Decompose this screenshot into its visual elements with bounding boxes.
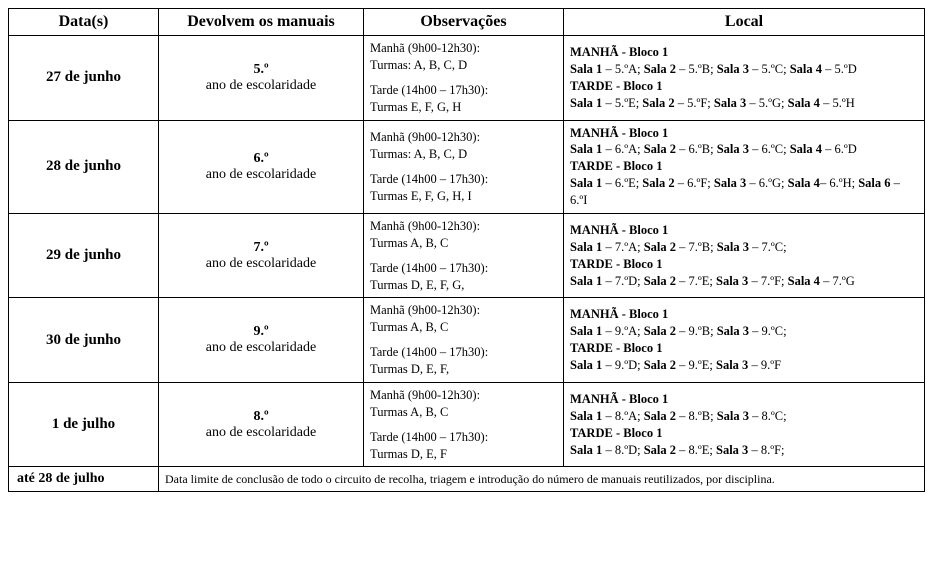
- grade-subtitle: ano de escolaridade: [165, 78, 357, 94]
- footer-text: Data limite de conclusão de todo o circu…: [159, 467, 925, 492]
- obs-afternoon: Tarde (14h00 – 17h30):Turmas D, E, F,: [370, 344, 557, 378]
- grade-cell: 9.ºano de escolaridade: [159, 298, 364, 383]
- observations-cell: Manhã (9h00-12h30):Turmas A, B, C Tarde (…: [364, 298, 564, 383]
- grade-cell: 5.ºano de escolaridade: [159, 36, 364, 121]
- grade-subtitle: ano de escolaridade: [165, 340, 357, 356]
- grade-subtitle: ano de escolaridade: [165, 167, 357, 183]
- schedule-table: Data(s) Devolvem os manuais Observações …: [8, 8, 925, 492]
- header-return: Devolvem os manuais: [159, 9, 364, 36]
- table-row: 1 de julho8.ºano de escolaridadeManhã (9…: [9, 382, 925, 467]
- grade-number: 9.º: [165, 324, 357, 340]
- observations-cell: Manhã (9h00-12h30):Turmas: A, B, C, D Tar…: [364, 36, 564, 121]
- obs-morning: Manhã (9h00-12h30):Turmas A, B, C: [370, 387, 557, 421]
- obs-afternoon: Tarde (14h00 – 17h30):Turmas E, F, G, H: [370, 82, 557, 116]
- observations-cell: Manhã (9h00-12h30):Turmas A, B, C Tarde (…: [364, 382, 564, 467]
- date-cell: 28 de junho: [9, 120, 159, 213]
- header-row: Data(s) Devolvem os manuais Observações …: [9, 9, 925, 36]
- date-cell: 1 de julho: [9, 382, 159, 467]
- grade-number: 5.º: [165, 62, 357, 78]
- grade-cell: 6.ºano de escolaridade: [159, 120, 364, 213]
- obs-morning: Manhã (9h00-12h30):Turmas A, B, C: [370, 302, 557, 336]
- date-cell: 30 de junho: [9, 298, 159, 383]
- obs-afternoon: Tarde (14h00 – 17h30):Turmas D, E, F: [370, 429, 557, 463]
- header-date: Data(s): [9, 9, 159, 36]
- obs-morning: Manhã (9h00-12h30):Turmas: A, B, C, D: [370, 40, 557, 74]
- footer-row: até 28 de julho Data limite de conclusão…: [9, 467, 925, 492]
- local-cell: MANHÃ - Bloco 1Sala 1 – 6.ºA; Sala 2 – 6…: [564, 120, 925, 213]
- date-cell: 27 de junho: [9, 36, 159, 121]
- local-cell: MANHÃ - Bloco 1Sala 1 – 5.ºA; Sala 2 – 5…: [564, 36, 925, 121]
- local-cell: MANHÃ - Bloco 1Sala 1 – 7.ºA; Sala 2 – 7…: [564, 213, 925, 298]
- grade-number: 6.º: [165, 151, 357, 167]
- obs-afternoon: Tarde (14h00 – 17h30):Turmas E, F, G, H,…: [370, 171, 557, 205]
- grade-cell: 8.ºano de escolaridade: [159, 382, 364, 467]
- local-cell: MANHÃ - Bloco 1Sala 1 – 9.ºA; Sala 2 – 9…: [564, 298, 925, 383]
- grade-number: 7.º: [165, 240, 357, 256]
- observations-cell: Manhã (9h00-12h30):Turmas: A, B, C, D Tar…: [364, 120, 564, 213]
- table-row: 27 de junho5.ºano de escolaridadeManhã (…: [9, 36, 925, 121]
- observations-cell: Manhã (9h00-12h30):Turmas A, B, C Tarde (…: [364, 213, 564, 298]
- grade-cell: 7.ºano de escolaridade: [159, 213, 364, 298]
- obs-morning: Manhã (9h00-12h30):Turmas A, B, C: [370, 218, 557, 252]
- header-local: Local: [564, 9, 925, 36]
- table-row: 29 de junho7.ºano de escolaridadeManhã (…: [9, 213, 925, 298]
- footer-date: até 28 de julho: [9, 467, 159, 492]
- local-cell: MANHÃ - Bloco 1Sala 1 – 8.ºA; Sala 2 – 8…: [564, 382, 925, 467]
- obs-morning: Manhã (9h00-12h30):Turmas: A, B, C, D: [370, 129, 557, 163]
- grade-subtitle: ano de escolaridade: [165, 256, 357, 272]
- header-obs: Observações: [364, 9, 564, 36]
- table-row: 28 de junho6.ºano de escolaridadeManhã (…: [9, 120, 925, 213]
- table-row: 30 de junho9.ºano de escolaridadeManhã (…: [9, 298, 925, 383]
- grade-subtitle: ano de escolaridade: [165, 425, 357, 441]
- obs-afternoon: Tarde (14h00 – 17h30):Turmas D, E, F, G,: [370, 260, 557, 294]
- grade-number: 8.º: [165, 409, 357, 425]
- date-cell: 29 de junho: [9, 213, 159, 298]
